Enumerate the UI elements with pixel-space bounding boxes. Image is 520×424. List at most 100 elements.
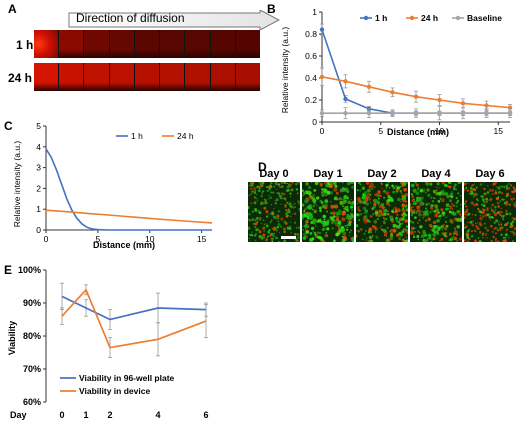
cell-spot [447,185,450,188]
y-tick-label: 0.2 [305,95,317,105]
cell-spot [453,188,455,190]
cell-spot [283,220,287,224]
cell-spot [287,188,290,192]
cell-spot [311,208,314,211]
micrograph-texture [302,182,354,242]
cell-spot [398,227,401,229]
cell-spot [357,197,361,201]
cell-spot [505,212,509,216]
cell-spot [397,220,401,224]
cell-spot [478,240,482,242]
cell-spot [314,182,319,185]
y-tick-label: 60% [23,397,41,407]
cell-spot [365,212,367,214]
cell-spot [502,239,505,242]
data-point [484,111,489,116]
cell-spot [449,185,451,188]
cell-spot [417,230,420,232]
cell-spot [298,203,300,205]
data-point [319,111,325,116]
cell-spot [248,233,251,236]
cell-spot [252,223,255,225]
y-tick-label: 0.6 [305,51,317,61]
cell-spot [325,231,328,234]
cell-spot [490,239,493,242]
cell-spot [402,207,405,210]
cell-spot [260,195,263,198]
cell-spot [429,211,432,213]
y-tick-label: 5 [36,121,41,131]
cell-spot [369,186,372,189]
cell-spot [459,213,462,216]
cell-spot [342,231,347,236]
cell-spot [445,203,450,207]
cell-spot [496,229,500,232]
cell-spot [279,186,281,189]
cell-spot [289,225,291,228]
cell-spot [387,198,391,202]
cell-spot [341,211,346,216]
cell-spot [412,222,415,224]
cell-spot [507,221,509,224]
y-tick-label: 2 [36,183,41,193]
y-tick-label: 100% [18,265,41,275]
cell-spot [449,237,454,242]
cell-spot [276,216,280,220]
cell-spot [274,202,277,205]
cell-spot [502,236,505,239]
cell-spot [302,229,305,231]
cell-spot [403,187,407,192]
cell-spot [505,203,508,206]
cell-spot [472,192,476,196]
cell-spot [331,227,334,230]
chart-c-legend: 1 h 24 h [116,131,194,141]
cell-spot [329,182,333,185]
cell-spot [256,197,258,200]
cell-spot [294,221,297,224]
cell-spot [473,183,475,185]
cell-spot [437,200,441,203]
cell-spot [254,225,257,229]
cell-spot [444,220,447,224]
cell-spot [415,212,418,214]
cell-spot [295,227,298,229]
cell-spot [248,219,252,222]
x-tick-label: 5 [96,234,101,244]
cell-spot [374,226,377,230]
cell-spot [473,204,476,207]
cell-spot [253,210,255,213]
cell-spot [331,221,334,225]
cell-spot [303,191,307,195]
cell-spot [253,196,257,199]
cell-spot [449,199,452,203]
cell-spot [277,210,281,213]
cell-spot [380,182,383,184]
cell-spot [296,192,299,195]
cell-spot [297,226,300,229]
cell-spot [283,197,287,200]
cell-spot [474,222,477,225]
y-tick-label: 4 [36,142,41,152]
cell-spot [289,195,292,198]
cell-spot [326,210,328,213]
cell-spot [491,203,494,207]
cell-spot [273,208,275,210]
cell-spot [456,199,460,203]
cell-spot [452,185,456,189]
cell-spot [500,233,503,237]
cell-spot [275,236,278,240]
cell-spot [310,220,314,225]
cell-spot [311,237,315,241]
cell-spot [390,234,394,238]
x-tick-label: 10 [145,234,155,244]
cell-spot [272,227,276,231]
cell-spot [265,186,269,189]
cell-spot [344,187,349,192]
cell-spot [513,217,516,221]
cell-spot [333,219,337,224]
cell-spot [411,195,414,198]
cell-spot [266,215,269,218]
cell-spot [405,182,408,184]
cell-spot [481,234,484,236]
x-tick-label: 10 [435,126,445,136]
